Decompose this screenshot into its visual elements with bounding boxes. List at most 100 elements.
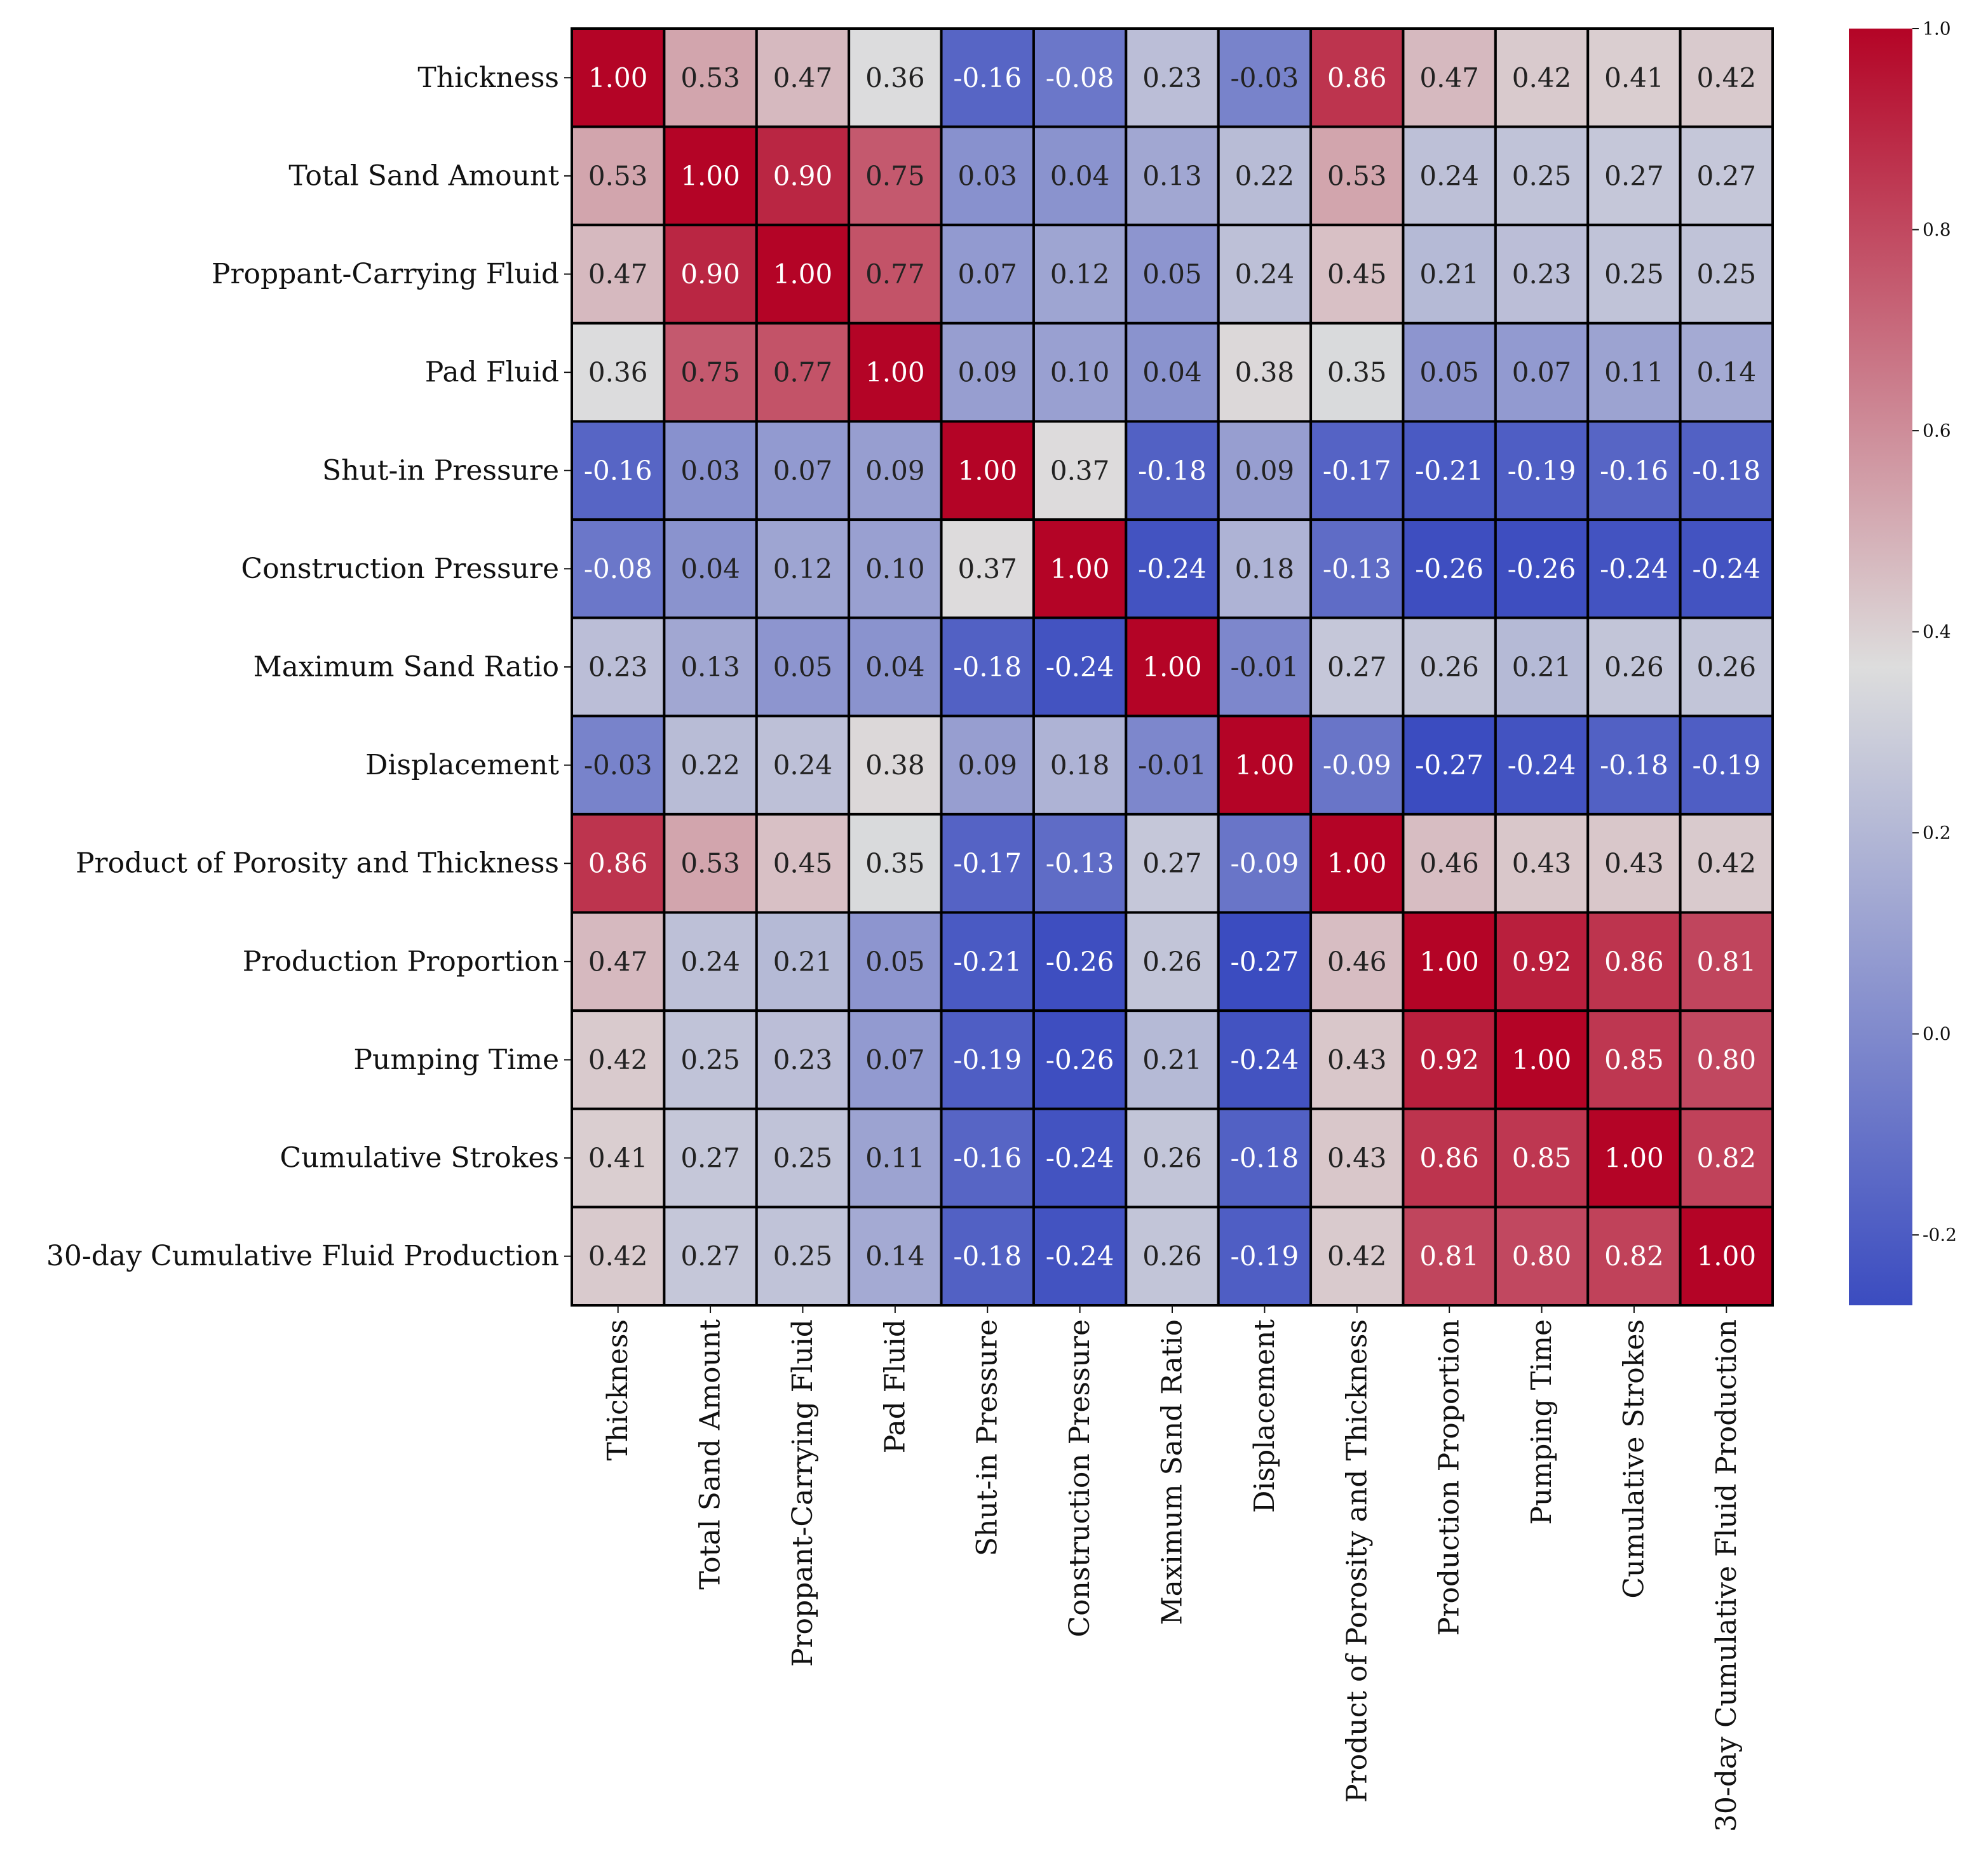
cell-value-r6-c12: 0.26	[1697, 652, 1757, 683]
heatmap-cell-r5-c12	[1679, 518, 1775, 619]
column-label-2: Proppant-Carrying Fluid	[787, 1319, 819, 1667]
cell-value-r1-c3: 0.75	[865, 160, 925, 191]
cell-value-r3-c9: 0.05	[1419, 357, 1479, 388]
cell-value-r5-c1: 0.04	[680, 553, 740, 584]
cell-value-r7-c0: -0.03	[584, 750, 653, 781]
cell-value-r5-c9: -0.26	[1415, 553, 1484, 584]
cell-value-r11-c11: 1.00	[1604, 1143, 1664, 1174]
cell-value-r12-c3: 0.14	[865, 1241, 925, 1272]
cell-value-r7-c2: 0.24	[773, 750, 833, 781]
row-label-3: Pad Fluid	[425, 356, 559, 389]
heatmap-cell-r5-c4	[940, 518, 1035, 619]
heatmap-cell-r5-c1	[663, 518, 758, 619]
heatmap-cell-r10-c8	[1309, 1009, 1405, 1110]
heatmap-cell-r7-c7	[1217, 715, 1313, 816]
heatmap-cell-r1-c2	[755, 125, 851, 227]
heatmap-cell-r7-c9	[1402, 715, 1497, 816]
cell-value-r10-c7: -0.24	[1231, 1044, 1299, 1075]
colorbar: 1.0 0.8 0.6 0.4 0.2 0.0 -0.2	[1849, 18, 1957, 1305]
heatmap-cell-r7-c1	[663, 715, 758, 816]
heatmap-cell-r9-c2	[755, 911, 851, 1012]
cell-value-r6-c6: 1.00	[1142, 652, 1202, 683]
cell-value-r11-c8: 0.43	[1327, 1143, 1387, 1174]
cell-value-r10-c3: 0.07	[865, 1044, 925, 1075]
cell-value-r0-c11: 0.41	[1604, 62, 1664, 93]
heatmap-cell-r6-c7	[1217, 616, 1313, 718]
cell-value-r10-c11: 0.85	[1604, 1044, 1664, 1075]
cell-value-r2-c7: 0.24	[1235, 259, 1295, 290]
cell-value-r6-c4: -0.18	[953, 652, 1022, 683]
cell-value-r3-c11: 0.11	[1604, 357, 1664, 388]
cell-value-r3-c12: 0.14	[1697, 357, 1757, 388]
cell-value-r0-c10: 0.42	[1512, 62, 1572, 93]
cell-value-r5-c4: 0.37	[957, 553, 1017, 584]
heatmap-cell-r9-c12	[1679, 911, 1775, 1012]
row-label-0: Thickness	[417, 62, 559, 94]
heatmap-cell-r5-c0	[571, 518, 666, 619]
heatmap-cell-r8-c7	[1217, 812, 1313, 914]
cell-value-r12-c1: 0.27	[680, 1241, 740, 1272]
row-label-9: Production Proportion	[243, 945, 559, 978]
cell-value-r1-c10: 0.25	[1512, 160, 1572, 191]
heatmap-cell-r0-c4	[940, 27, 1035, 128]
heatmap-cell-r10-c4	[940, 1009, 1035, 1110]
cell-value-r8-c6: 0.27	[1142, 848, 1202, 879]
cell-value-r0-c12: 0.42	[1697, 62, 1757, 93]
cell-value-r7-c1: 0.22	[680, 750, 740, 781]
heatmap-cell-r7-c10	[1494, 715, 1590, 816]
colorbar-tick-label: 0.2	[1923, 823, 1951, 844]
cell-value-r1-c12: 0.27	[1697, 160, 1757, 191]
heatmap-cell-r11-c3	[848, 1107, 943, 1209]
heatmap-cell-r8-c12	[1679, 812, 1775, 914]
cell-value-r7-c9: -0.27	[1415, 750, 1484, 781]
heatmap-cell-r10-c9	[1402, 1009, 1497, 1110]
heatmap-cell-r12-c2	[755, 1206, 851, 1307]
heatmap-cell-r3-c7	[1217, 321, 1313, 423]
cell-value-r9-c0: 0.47	[588, 946, 648, 977]
cell-value-r4-c12: -0.18	[1692, 455, 1761, 486]
heatmap-cell-r11-c12	[1679, 1107, 1775, 1209]
heatmap-cell-r9-c5	[1032, 911, 1128, 1012]
column-label-10: Pumping Time	[1525, 1319, 1558, 1525]
heatmap-cell-r5-c10	[1494, 518, 1590, 619]
heatmap-cell-r5-c6	[1125, 518, 1220, 619]
column-label-5: Construction Pressure	[1064, 1319, 1096, 1638]
row-label-5: Construction Pressure	[241, 553, 559, 585]
column-label-7: Displacement	[1248, 1319, 1281, 1513]
colorbar-tick-label: 0.4	[1923, 621, 1951, 642]
heatmap-cell-r10-c5	[1032, 1009, 1128, 1110]
cell-value-r9-c3: 0.05	[865, 946, 925, 977]
cell-value-r12-c2: 0.25	[773, 1241, 833, 1272]
heatmap-cell-r11-c1	[663, 1107, 758, 1209]
heatmap-cell-r5-c3	[848, 518, 943, 619]
cell-value-r11-c12: 0.82	[1697, 1143, 1757, 1174]
cell-value-r9-c11: 0.86	[1604, 946, 1664, 977]
heatmap-cell-r3-c5	[1032, 321, 1128, 423]
heatmap-cell-r9-c1	[663, 911, 758, 1012]
heatmap-cell-r5-c7	[1217, 518, 1313, 619]
heatmap-cell-r11-c4	[940, 1107, 1035, 1209]
heatmap-cell-r3-c12	[1679, 321, 1775, 423]
cell-value-r3-c5: 0.10	[1050, 357, 1110, 388]
heatmap-cell-r2-c7	[1217, 224, 1313, 325]
cell-value-r10-c6: 0.21	[1142, 1044, 1202, 1075]
cell-value-r0-c4: -0.16	[953, 62, 1022, 93]
cell-value-r11-c6: 0.26	[1142, 1143, 1202, 1174]
cell-value-r3-c0: 0.36	[588, 357, 648, 388]
cell-value-r11-c2: 0.25	[773, 1143, 833, 1174]
cell-value-r1-c8: 0.53	[1327, 160, 1387, 191]
heatmap-cell-r1-c0	[571, 125, 666, 227]
colorbar-tick-label: -0.2	[1923, 1225, 1957, 1246]
cell-value-r8-c5: -0.13	[1046, 848, 1114, 879]
cell-value-r0-c7: -0.03	[1231, 62, 1299, 93]
cell-value-r8-c1: 0.53	[680, 848, 740, 879]
colorbar-tick-label: 0.8	[1923, 219, 1951, 240]
cell-value-r1-c1: 1.00	[680, 160, 740, 191]
cell-value-r12-c5: -0.24	[1046, 1241, 1114, 1272]
heatmap-cell-r0-c8	[1309, 27, 1405, 128]
heatmap-cell-r3-c3	[848, 321, 943, 423]
heatmap-cell-r8-c11	[1586, 812, 1682, 914]
colorbar-tick-label: 0.0	[1923, 1023, 1951, 1044]
cell-value-r1-c7: 0.22	[1235, 160, 1295, 191]
cell-value-r12-c10: 0.80	[1512, 1241, 1572, 1272]
